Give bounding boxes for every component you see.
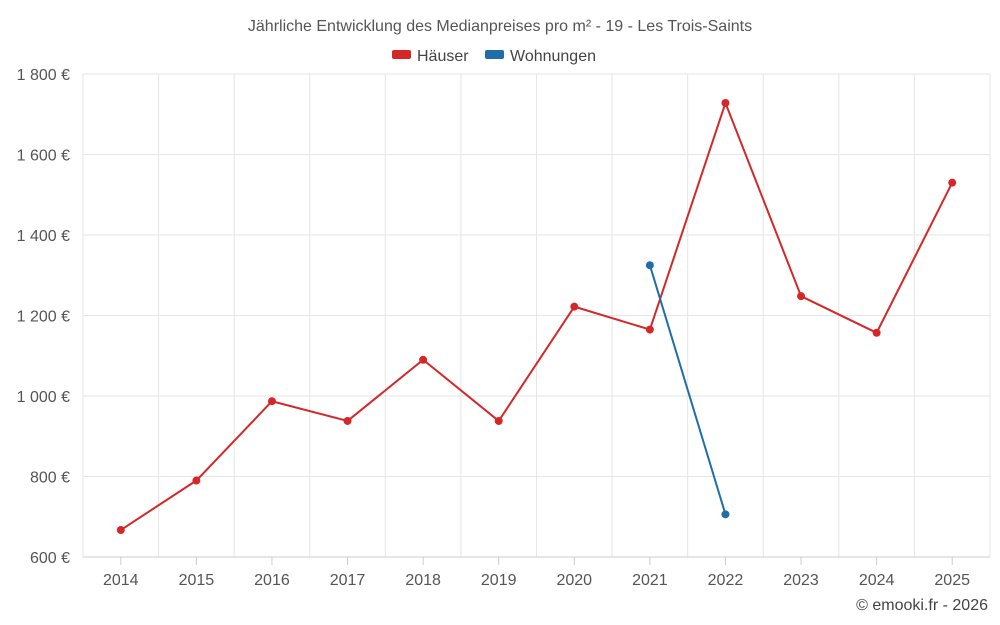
data-point-haeuser[interactable] — [721, 98, 730, 107]
chart-title: Jährliche Entwicklung des Medianpreises … — [248, 18, 752, 35]
y-tick-label: 800 € — [30, 470, 70, 487]
data-point-haeuser[interactable] — [192, 476, 201, 485]
x-tick-label: 2020 — [556, 572, 592, 589]
legend: Häuser Wohnungen — [392, 48, 596, 65]
data-point-haeuser[interactable] — [570, 302, 579, 311]
legend-label-haeuser: Häuser — [417, 48, 469, 65]
x-tick-label: 2014 — [103, 572, 139, 589]
grid — [82, 73, 991, 557]
x-tick-label: 2025 — [934, 572, 970, 589]
series-line-wohnungen — [648, 264, 727, 515]
data-point-haeuser[interactable] — [267, 397, 276, 406]
legend-swatch-haeuser — [392, 50, 411, 59]
data-point-haeuser[interactable] — [419, 355, 428, 364]
legend-item-wohnungen[interactable]: Wohnungen — [485, 48, 596, 65]
x-tick-label: 2022 — [708, 572, 744, 589]
y-tick-label: 1 400 € — [17, 228, 70, 245]
x-tick-label: 2017 — [330, 572, 366, 589]
x-tick-label: 2019 — [481, 572, 517, 589]
data-point-haeuser[interactable] — [116, 526, 125, 535]
data-point-wohnungen[interactable] — [721, 510, 730, 519]
legend-label-wohnungen: Wohnungen — [510, 48, 596, 65]
data-point-haeuser[interactable] — [948, 178, 957, 187]
x-tick-label: 2016 — [254, 572, 290, 589]
credit-text: © emooki.fr - 2026 — [856, 597, 988, 614]
series-line-haeuser — [120, 101, 954, 531]
data-point-haeuser[interactable] — [645, 325, 654, 334]
data-point-haeuser[interactable] — [797, 292, 806, 301]
x-tick-label: 2024 — [859, 572, 895, 589]
y-tick-label: 600 € — [30, 550, 70, 567]
data-point-haeuser[interactable] — [343, 416, 352, 425]
data-point-haeuser[interactable] — [494, 416, 503, 425]
x-tick-label: 2021 — [632, 572, 668, 589]
series — [116, 98, 957, 535]
x-tick-label: 2018 — [405, 572, 441, 589]
legend-item-haeuser[interactable]: Häuser — [392, 48, 469, 65]
data-point-wohnungen[interactable] — [645, 261, 654, 270]
x-tick-label: 2023 — [783, 572, 819, 589]
y-tick-label: 1 200 € — [17, 309, 70, 326]
data-point-haeuser[interactable] — [872, 328, 881, 337]
x-tick-label: 2015 — [179, 572, 215, 589]
y-tick-label: 1 000 € — [17, 389, 70, 406]
axes: 600 € 800 € 1 000 € 1 200 € 1 400 € 1 600 € 1 … — [17, 67, 990, 589]
legend-swatch-wohnungen — [485, 50, 504, 59]
y-tick-label: 1 800 € — [17, 67, 70, 84]
y-tick-label: 1 600 € — [17, 148, 70, 165]
